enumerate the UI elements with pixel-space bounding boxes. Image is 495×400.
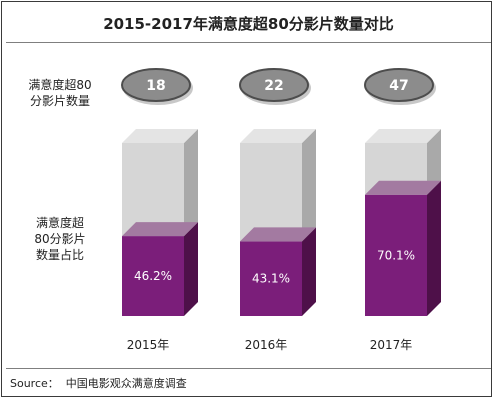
bar-empty-front [122, 143, 184, 237]
bar-filled-front [365, 194, 427, 316]
count-value-label: 22 [264, 78, 283, 94]
bar-split-cap [240, 227, 316, 242]
count-bubble [239, 68, 309, 102]
category-label: 2017年 [370, 338, 413, 352]
bar-top-cap [122, 129, 198, 143]
chart-title: 2015-2017年满意度超80分影片数量对比 [103, 15, 394, 33]
bar-empty-front [240, 143, 302, 242]
bar-filled-front [122, 236, 184, 316]
bar-filled-side [302, 227, 316, 316]
bar-split-cap [365, 180, 441, 195]
count-value-label: 18 [146, 78, 165, 94]
bar-empty-side [302, 129, 316, 242]
percent-value-label: 46.2% [134, 269, 172, 283]
count-bubble [364, 68, 434, 102]
percent-value-label: 43.1% [252, 272, 290, 286]
bar-filled-side [184, 222, 198, 316]
bar-empty-side [427, 129, 441, 195]
count-value-label: 47 [389, 78, 408, 94]
count-bubble [121, 68, 191, 102]
category-label: 2016年 [245, 338, 288, 352]
bar-top-cap [240, 129, 316, 143]
ratio-row-label: 满意度超 80分影片 数量占比 [34, 216, 86, 262]
bar-filled-front [240, 241, 302, 316]
source-divider [6, 368, 491, 369]
bar-filled-side [427, 180, 441, 316]
source-note: Source： 中国电影观众满意度调查 [10, 377, 187, 390]
bar-split-cap [122, 222, 198, 237]
category-label: 2015年 [127, 338, 170, 352]
title-divider [6, 42, 491, 43]
percent-value-label: 70.1% [377, 248, 415, 262]
bar-top-cap [365, 129, 441, 143]
bar-empty-side [184, 129, 198, 237]
count-row-label: 满意度超80 分影片数量 [28, 78, 92, 108]
